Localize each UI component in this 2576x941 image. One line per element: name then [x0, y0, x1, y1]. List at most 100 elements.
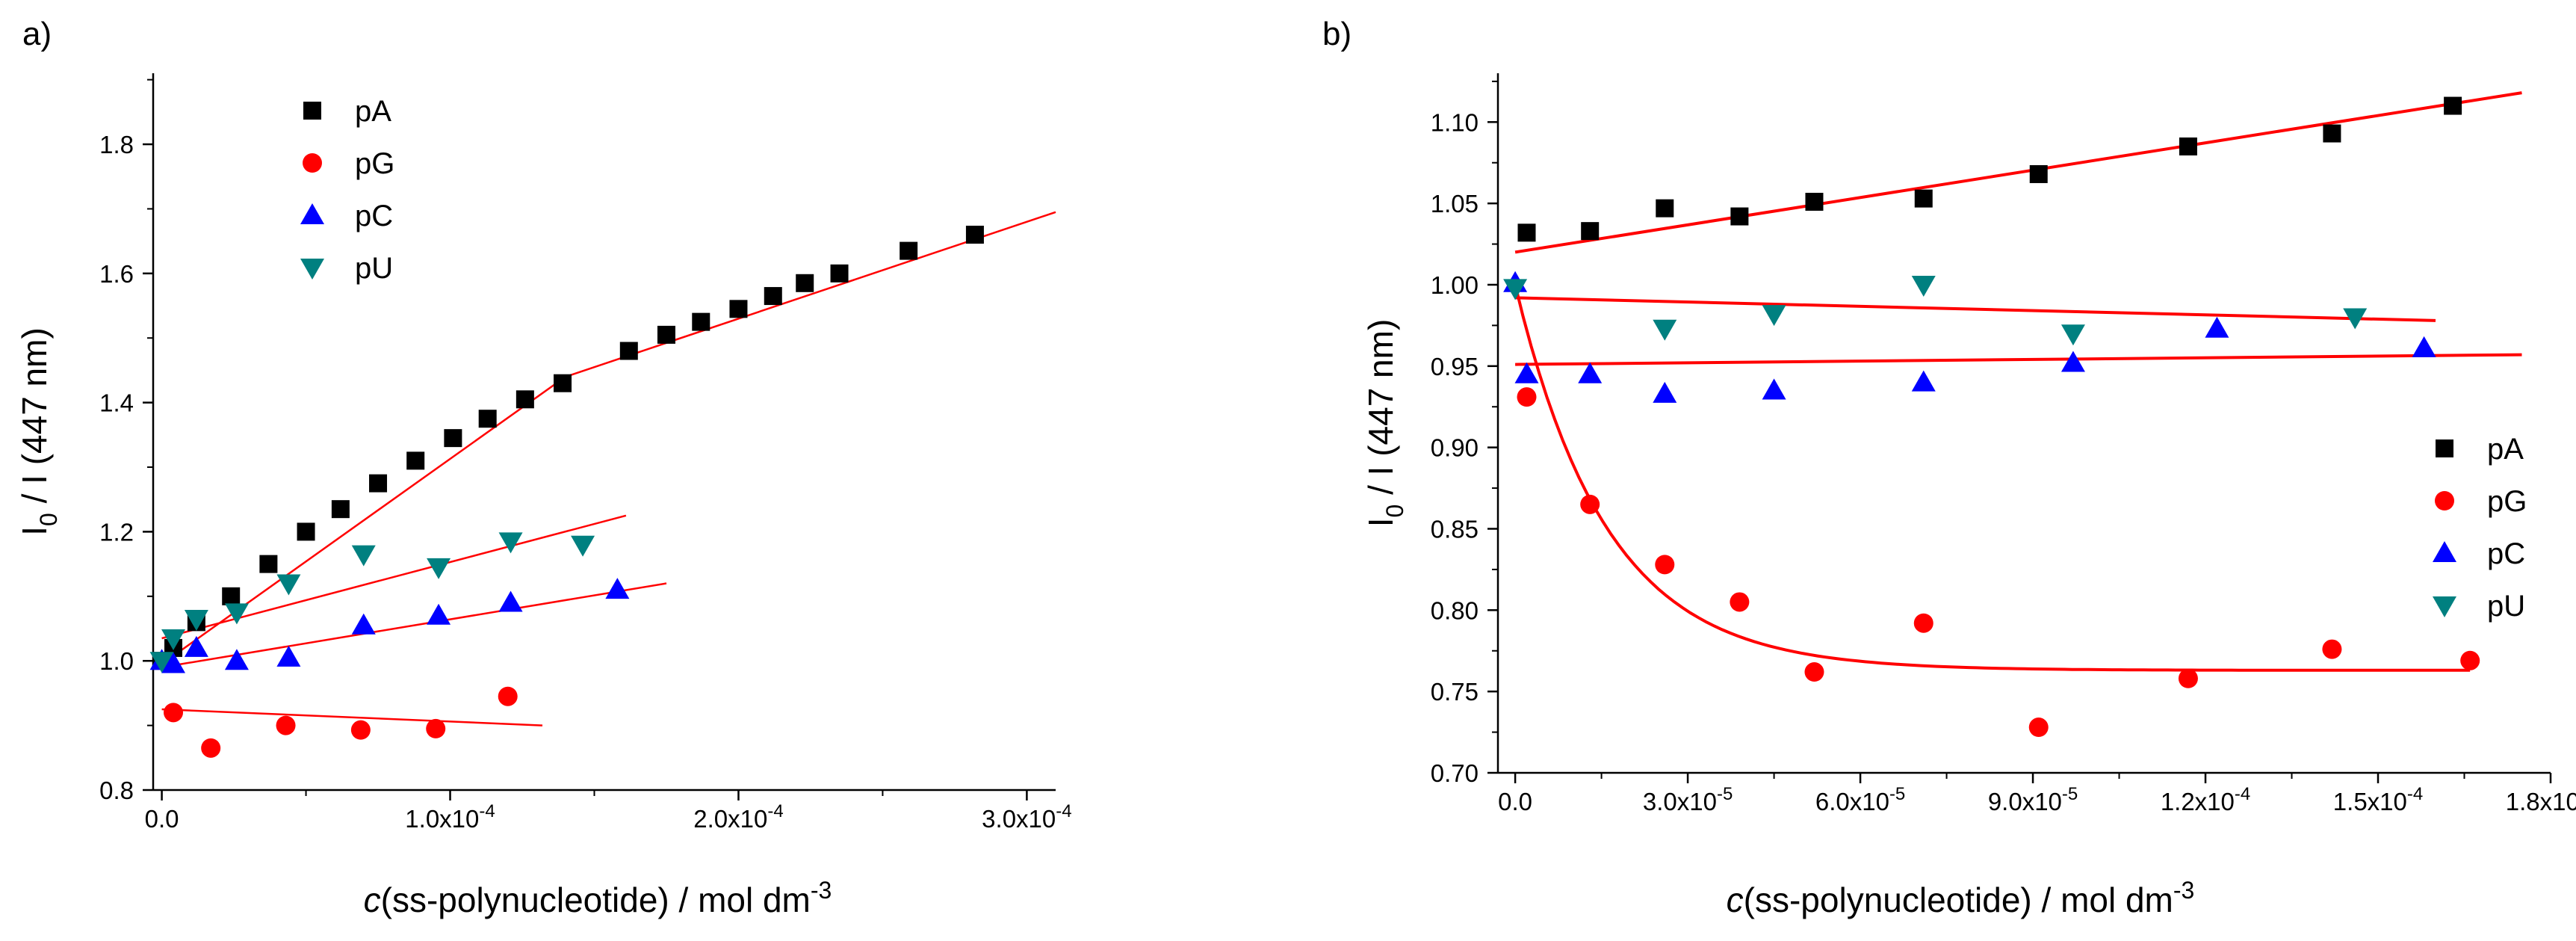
x-tick-mantissa: 1.8x10	[2506, 788, 2576, 815]
x-tick-label: 1.8x10-4	[2506, 784, 2576, 815]
x-tick-exponent: -5	[1717, 784, 1733, 804]
data-point-pC	[224, 649, 249, 670]
series-pU	[149, 532, 595, 673]
data-point-pA	[2444, 96, 2462, 115]
fit-line	[161, 582, 667, 669]
data-point-pU	[161, 629, 186, 650]
x-tick-exponent: -4	[767, 801, 783, 821]
x-axis-title: c(ss-polynucleotide) / mol dm-3	[1727, 877, 2195, 919]
legend-marker-pA	[303, 102, 321, 120]
data-point-pU	[2343, 308, 2368, 330]
chart-panel-a: 0.81.01.21.41.61.80.0 1.0x10-4 2.0x10-4 3.0…	[15, 16, 1072, 919]
x-tick-mantissa: 1.0x10	[405, 805, 479, 833]
data-point-pC	[498, 590, 523, 612]
data-point-pA	[478, 410, 497, 428]
data-point-pC	[1653, 381, 1677, 403]
x-tick-label: 0.0	[145, 805, 179, 833]
legend-marker-pU	[300, 259, 324, 280]
data-point-pC	[1762, 378, 1786, 400]
x-tick-mantissa: 1.2x10	[2161, 788, 2235, 815]
data-point-pA	[796, 274, 814, 292]
x-axis-title-italic: c	[364, 880, 381, 919]
data-point-pG	[1517, 387, 1537, 407]
x-tick-exponent: -4	[2407, 784, 2423, 804]
y-axis-title-text: / I (447 nm)	[15, 327, 54, 513]
data-point-pA	[297, 522, 315, 541]
data-point-pG	[2460, 650, 2480, 670]
data-point-pC	[427, 603, 451, 625]
legend-label: pG	[355, 147, 394, 180]
y-tick-label: 1.0	[99, 647, 134, 675]
y-axis-title-main: I	[15, 526, 54, 536]
y-tick-label: 1.10	[1431, 108, 1479, 136]
data-point-pC	[1911, 370, 1936, 392]
y-axis-title: I0 / I (447 nm)	[1361, 319, 1408, 528]
data-point-pA	[764, 287, 782, 306]
x-axis-title-superscript: -3	[811, 877, 832, 904]
data-point-pA	[554, 374, 572, 392]
x-tick-exponent: -5	[1889, 784, 1905, 804]
legend-label: pA	[355, 95, 391, 128]
data-point-pA	[1805, 192, 1824, 211]
y-tick-label: 1.8	[99, 131, 134, 158]
data-point-pA	[259, 555, 278, 573]
y-tick-label: 0.85	[1431, 515, 1479, 543]
y-tick-label: 0.80	[1431, 596, 1479, 624]
y-tick-label: 1.05	[1431, 190, 1479, 217]
data-point-pU	[184, 610, 208, 632]
panel-label: a)	[22, 16, 52, 52]
data-point-pA	[406, 451, 425, 470]
data-point-pG	[2178, 668, 2198, 688]
data-point-pU	[224, 603, 249, 625]
data-point-pG	[1730, 592, 1750, 612]
legend-marker-pU	[2433, 596, 2456, 617]
x-tick-mantissa: 9.0x10	[1988, 788, 2062, 815]
chart-panel-b: 0.70 0.75 0.80 0.85 0.90 0.95 1.00 1.05 1.10 0.0 3…	[1322, 16, 2576, 919]
legend-marker-pG	[303, 153, 322, 173]
x-axis-title: c(ss-polynucleotide) / mol dm-3	[364, 877, 832, 919]
fit-line	[161, 708, 543, 726]
x-tick-label: 1.0x10-4	[405, 801, 495, 833]
panel-label: b)	[1322, 16, 1352, 52]
x-tick-label: 0.0	[1498, 788, 1532, 815]
data-point-pG	[1580, 494, 1600, 514]
x-tick-mantissa: 0.0	[145, 805, 179, 833]
data-point-pA	[2029, 164, 2048, 183]
x-tick-label: 3.0x10-5	[1643, 784, 1733, 815]
data-point-pA	[444, 429, 462, 448]
y-tick-label: 0.75	[1431, 678, 1479, 706]
data-point-pU	[149, 652, 174, 673]
y-axis-title-subscript: 0	[1381, 505, 1408, 518]
legend: pA pG pC pU	[300, 95, 394, 285]
x-tick-label: 2.0x10-4	[693, 801, 783, 833]
fit-line	[1514, 91, 2522, 254]
fit-line	[1515, 353, 2522, 366]
data-point-pC	[605, 578, 630, 599]
x-axis-title-text: (ss-polynucleotide) / mol dm	[1744, 880, 2173, 919]
legend-marker-pC	[2433, 541, 2456, 562]
data-point-pU	[1653, 319, 1677, 341]
data-point-pC	[1578, 362, 1603, 383]
legend-marker-pA	[2436, 439, 2453, 457]
y-tick-label: 0.95	[1431, 353, 1479, 380]
data-point-pA	[369, 474, 388, 493]
data-point-pC	[161, 652, 186, 673]
x-tick-label: 6.0x10-5	[1815, 784, 1905, 815]
data-point-pA	[515, 390, 534, 409]
legend-marker-pG	[2435, 491, 2454, 510]
data-point-pC	[1514, 362, 1539, 383]
data-point-pA	[1517, 223, 1536, 242]
data-point-pU	[2061, 324, 2085, 346]
data-point-pU	[571, 535, 595, 557]
legend-label: pC	[2487, 537, 2525, 570]
data-point-pA	[331, 500, 350, 519]
data-point-pA	[965, 225, 984, 244]
data-point-pU	[1503, 279, 1528, 300]
y-axis-title: I0 / I (447 nm)	[15, 327, 62, 536]
data-point-pU	[276, 574, 301, 596]
data-point-pC	[2061, 351, 2085, 372]
data-point-pG	[201, 738, 221, 758]
data-point-pU	[498, 532, 523, 554]
fit-line	[1515, 296, 2436, 322]
